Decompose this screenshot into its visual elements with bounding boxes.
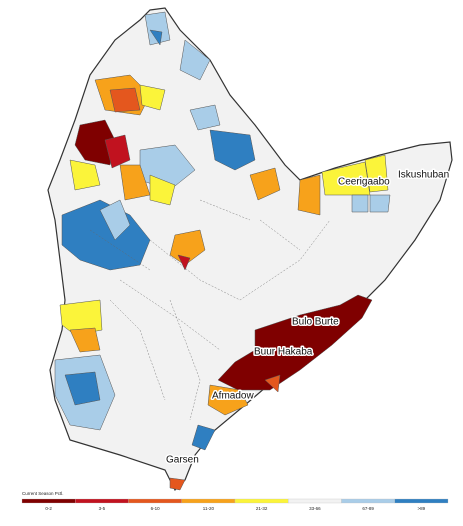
legend: Current Season Pctl. 0-2 3-5 6-10 11-20 21-32… [21, 491, 449, 511]
legend-swatch [341, 498, 395, 504]
place-label: Iskushuban [398, 170, 449, 181]
legend-swatch [234, 498, 289, 504]
legend-label: 67-89 [362, 506, 374, 511]
place-label: Garsen [166, 455, 199, 466]
place-labels: Bulo Burte Buur Hakaba Afmadow Garsen Ceerig… [165, 168, 451, 467]
legend-swatch [288, 498, 342, 504]
legend-label: 21-32 [256, 506, 268, 511]
place-label: Buur Hakaba [254, 347, 313, 358]
legend-label: >89 [418, 506, 426, 511]
legend-label: 6-10 [151, 506, 161, 511]
legend-label: 3-5 [99, 506, 106, 511]
legend-swatch [181, 498, 236, 504]
place-label: Afmadow [212, 391, 254, 402]
legend-swatch [394, 498, 449, 504]
place-label: Bulo Burte [292, 317, 339, 328]
legend-label: 11-20 [203, 506, 215, 511]
legend-swatch [128, 498, 182, 504]
legend-swatch [75, 498, 129, 504]
legend-title: Current Season Pctl. [22, 491, 64, 496]
region-outline [47, 7, 453, 492]
legend-label: 33-66 [309, 506, 321, 511]
legend-swatch [21, 498, 76, 504]
districts [54, 11, 391, 491]
legend-label: 0-2 [45, 506, 52, 511]
place-label: Ceerigaabo [338, 177, 390, 188]
